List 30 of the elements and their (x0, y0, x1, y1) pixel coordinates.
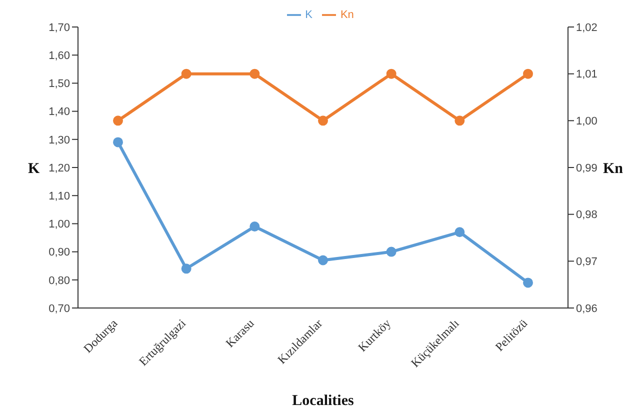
y2-tick-label: 0,98 (576, 209, 598, 222)
y-tick-label: 1,00 (48, 218, 70, 231)
y-tick-label: 0,80 (48, 274, 70, 287)
y2-tick-label: 0,97 (576, 256, 598, 268)
y-tick-label: 1,60 (48, 50, 70, 62)
y-tick-label: 1,70 (48, 22, 70, 34)
y-tick-label: 1,10 (48, 190, 70, 203)
y-axis-title: K (28, 160, 40, 177)
y-tick-label: 0,90 (48, 246, 70, 259)
y-tick-label: 1,40 (48, 106, 70, 118)
point (250, 222, 260, 232)
y-tick-label: 1,20 (48, 162, 70, 174)
point (523, 278, 533, 288)
y-tick-label: 0,70 (48, 302, 70, 315)
legend-label: Kn (340, 8, 354, 21)
point (181, 264, 192, 274)
y2-axis-title: Kn (602, 160, 624, 177)
point (454, 227, 465, 238)
point (386, 246, 396, 257)
y2-tick-label: 0,96 (576, 302, 598, 315)
y-tick-label: 1,50 (48, 78, 70, 90)
x-axis-title: Localities (292, 393, 354, 409)
point (113, 137, 123, 148)
y2-tick-label: 0,99 (576, 162, 598, 174)
legend-label: K (305, 8, 312, 21)
point (318, 255, 328, 266)
y2-tick-label: 1,00 (576, 116, 598, 128)
y-tick-label: 1,30 (48, 134, 70, 146)
y2-tick-label: 1,02 (576, 22, 598, 34)
y2-tick-label: 1,01 (576, 68, 598, 81)
